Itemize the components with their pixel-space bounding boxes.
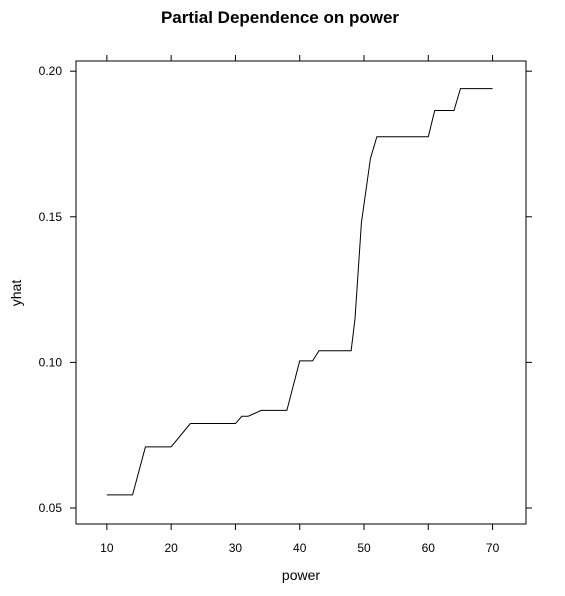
y-tick-label: 0.05 bbox=[39, 501, 63, 515]
x-tick-label: 30 bbox=[229, 541, 243, 555]
y-tick-label: 0.15 bbox=[39, 210, 63, 224]
y-tick-label: 0.10 bbox=[39, 355, 63, 369]
y-axis-label: yhat bbox=[8, 280, 24, 307]
plot-frame bbox=[75, 60, 527, 525]
x-tick-label: 70 bbox=[486, 541, 500, 555]
x-tick-label: 20 bbox=[164, 541, 178, 555]
x-tick-label: 40 bbox=[293, 541, 307, 555]
x-axis-label: power bbox=[282, 567, 320, 583]
x-tick-label: 10 bbox=[100, 541, 114, 555]
x-tick-label: 60 bbox=[422, 541, 436, 555]
x-axis: 10 20 30 40 50 60 70 bbox=[100, 55, 500, 555]
x-tick-label: 50 bbox=[357, 541, 371, 555]
chart-title: Partial Dependence on power bbox=[161, 8, 399, 27]
y-tick-label: 0.20 bbox=[39, 64, 63, 78]
series-line bbox=[106, 88, 493, 496]
y-axis: 0.05 0.10 0.15 0.20 bbox=[39, 64, 532, 515]
